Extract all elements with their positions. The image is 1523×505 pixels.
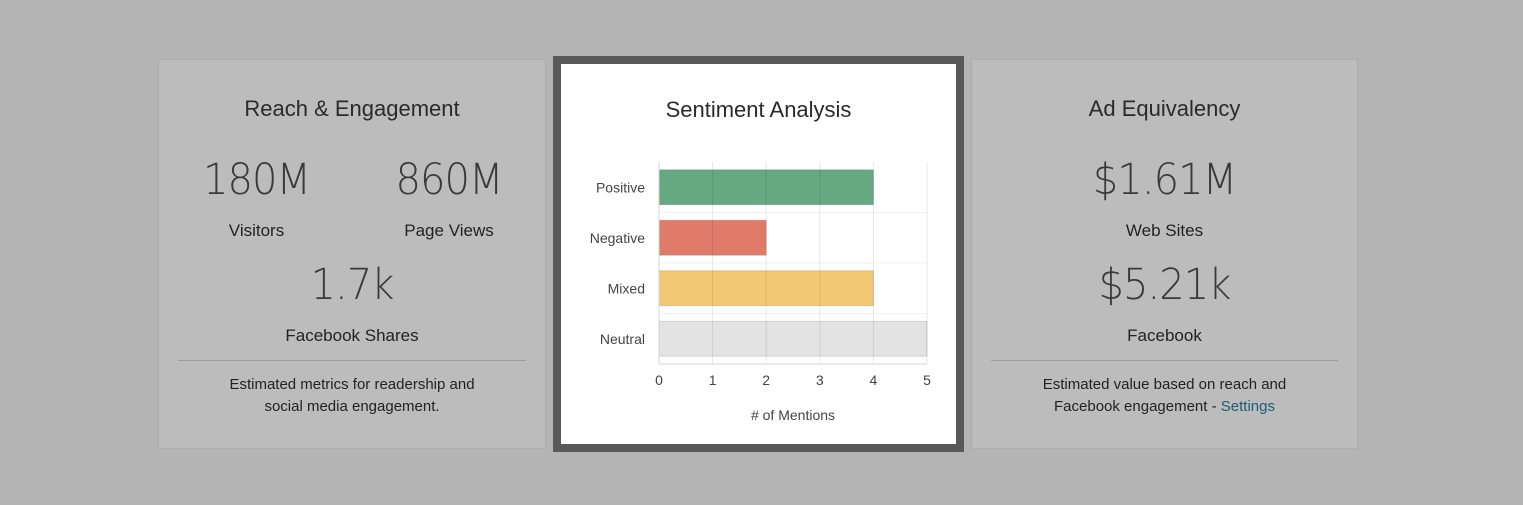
facebook-shares-label: Facebook Shares: [285, 326, 419, 345]
x-tick-label-2: 2: [762, 372, 770, 388]
facebook-shares-value: 1.7k: [310, 260, 394, 310]
category-label-positive: Positive: [596, 179, 645, 195]
x-tick-label-3: 3: [816, 372, 824, 388]
reach-engagement-card: Reach & Engagement 180M Visitors 860M Pa…: [158, 59, 546, 449]
reach-note: Estimated metrics for readership and soc…: [159, 374, 545, 418]
category-label-neutral: Neutral: [600, 331, 645, 347]
bar-positive: [658, 169, 874, 206]
ad-note-line2-wrap: Facebook engagement - Settings: [972, 396, 1357, 418]
ad-note: Estimated value based on reach and Faceb…: [972, 374, 1357, 418]
reach-note-line2: social media engagement.: [264, 398, 440, 415]
page-views-value: 860M: [395, 155, 503, 205]
page-views-label: Page Views: [404, 221, 494, 240]
bar-mixed: [658, 270, 874, 307]
x-tick-label-5: 5: [923, 372, 931, 388]
ad-card-title: Ad Equivalency: [1088, 96, 1241, 121]
ad-divider: [991, 360, 1338, 361]
settings-link[interactable]: Settings: [1220, 398, 1275, 415]
visitors-value: 180M: [202, 155, 311, 205]
facebook-ad-label: Facebook: [1127, 326, 1202, 345]
web-sites-value: $1.61M: [1092, 155, 1237, 205]
x-tick-label-1: 1: [709, 372, 717, 388]
bar-negative: [658, 219, 767, 256]
web-sites-label: Web Sites: [1125, 221, 1204, 240]
x-axis-title: # of Mentions: [751, 407, 835, 423]
ad-note-line1: Estimated value based on reach and: [1042, 376, 1287, 393]
sentiment-bar-chart: Positive Negative Mixed Neutral 0 1 2 3 4 5 # of M…: [590, 162, 931, 423]
bar-neutral: [658, 320, 928, 357]
sentiment-analysis-card[interactable]: Sentiment Analysis Positive Negative Mixed…: [553, 56, 964, 452]
x-tick-label-4: 4: [870, 372, 878, 388]
reach-card-title: Reach & Engagement: [244, 96, 460, 121]
x-tick-label-0: 0: [655, 372, 663, 388]
facebook-ad-value: $5.21k: [1098, 260, 1231, 310]
ad-equivalency-card: Ad Equivalency $1.61M Web Sites $5.21k F…: [971, 59, 1358, 449]
ad-note-line2: Facebook engagement -: [1054, 398, 1221, 415]
sentiment-card-title: Sentiment Analysis: [665, 97, 852, 122]
reach-note-line1: Estimated metrics for readership and: [229, 376, 475, 393]
visitors-label: Visitors: [228, 221, 285, 240]
reach-divider: [178, 360, 526, 361]
category-label-negative: Negative: [590, 230, 645, 246]
category-label-mixed: Mixed: [608, 280, 645, 296]
